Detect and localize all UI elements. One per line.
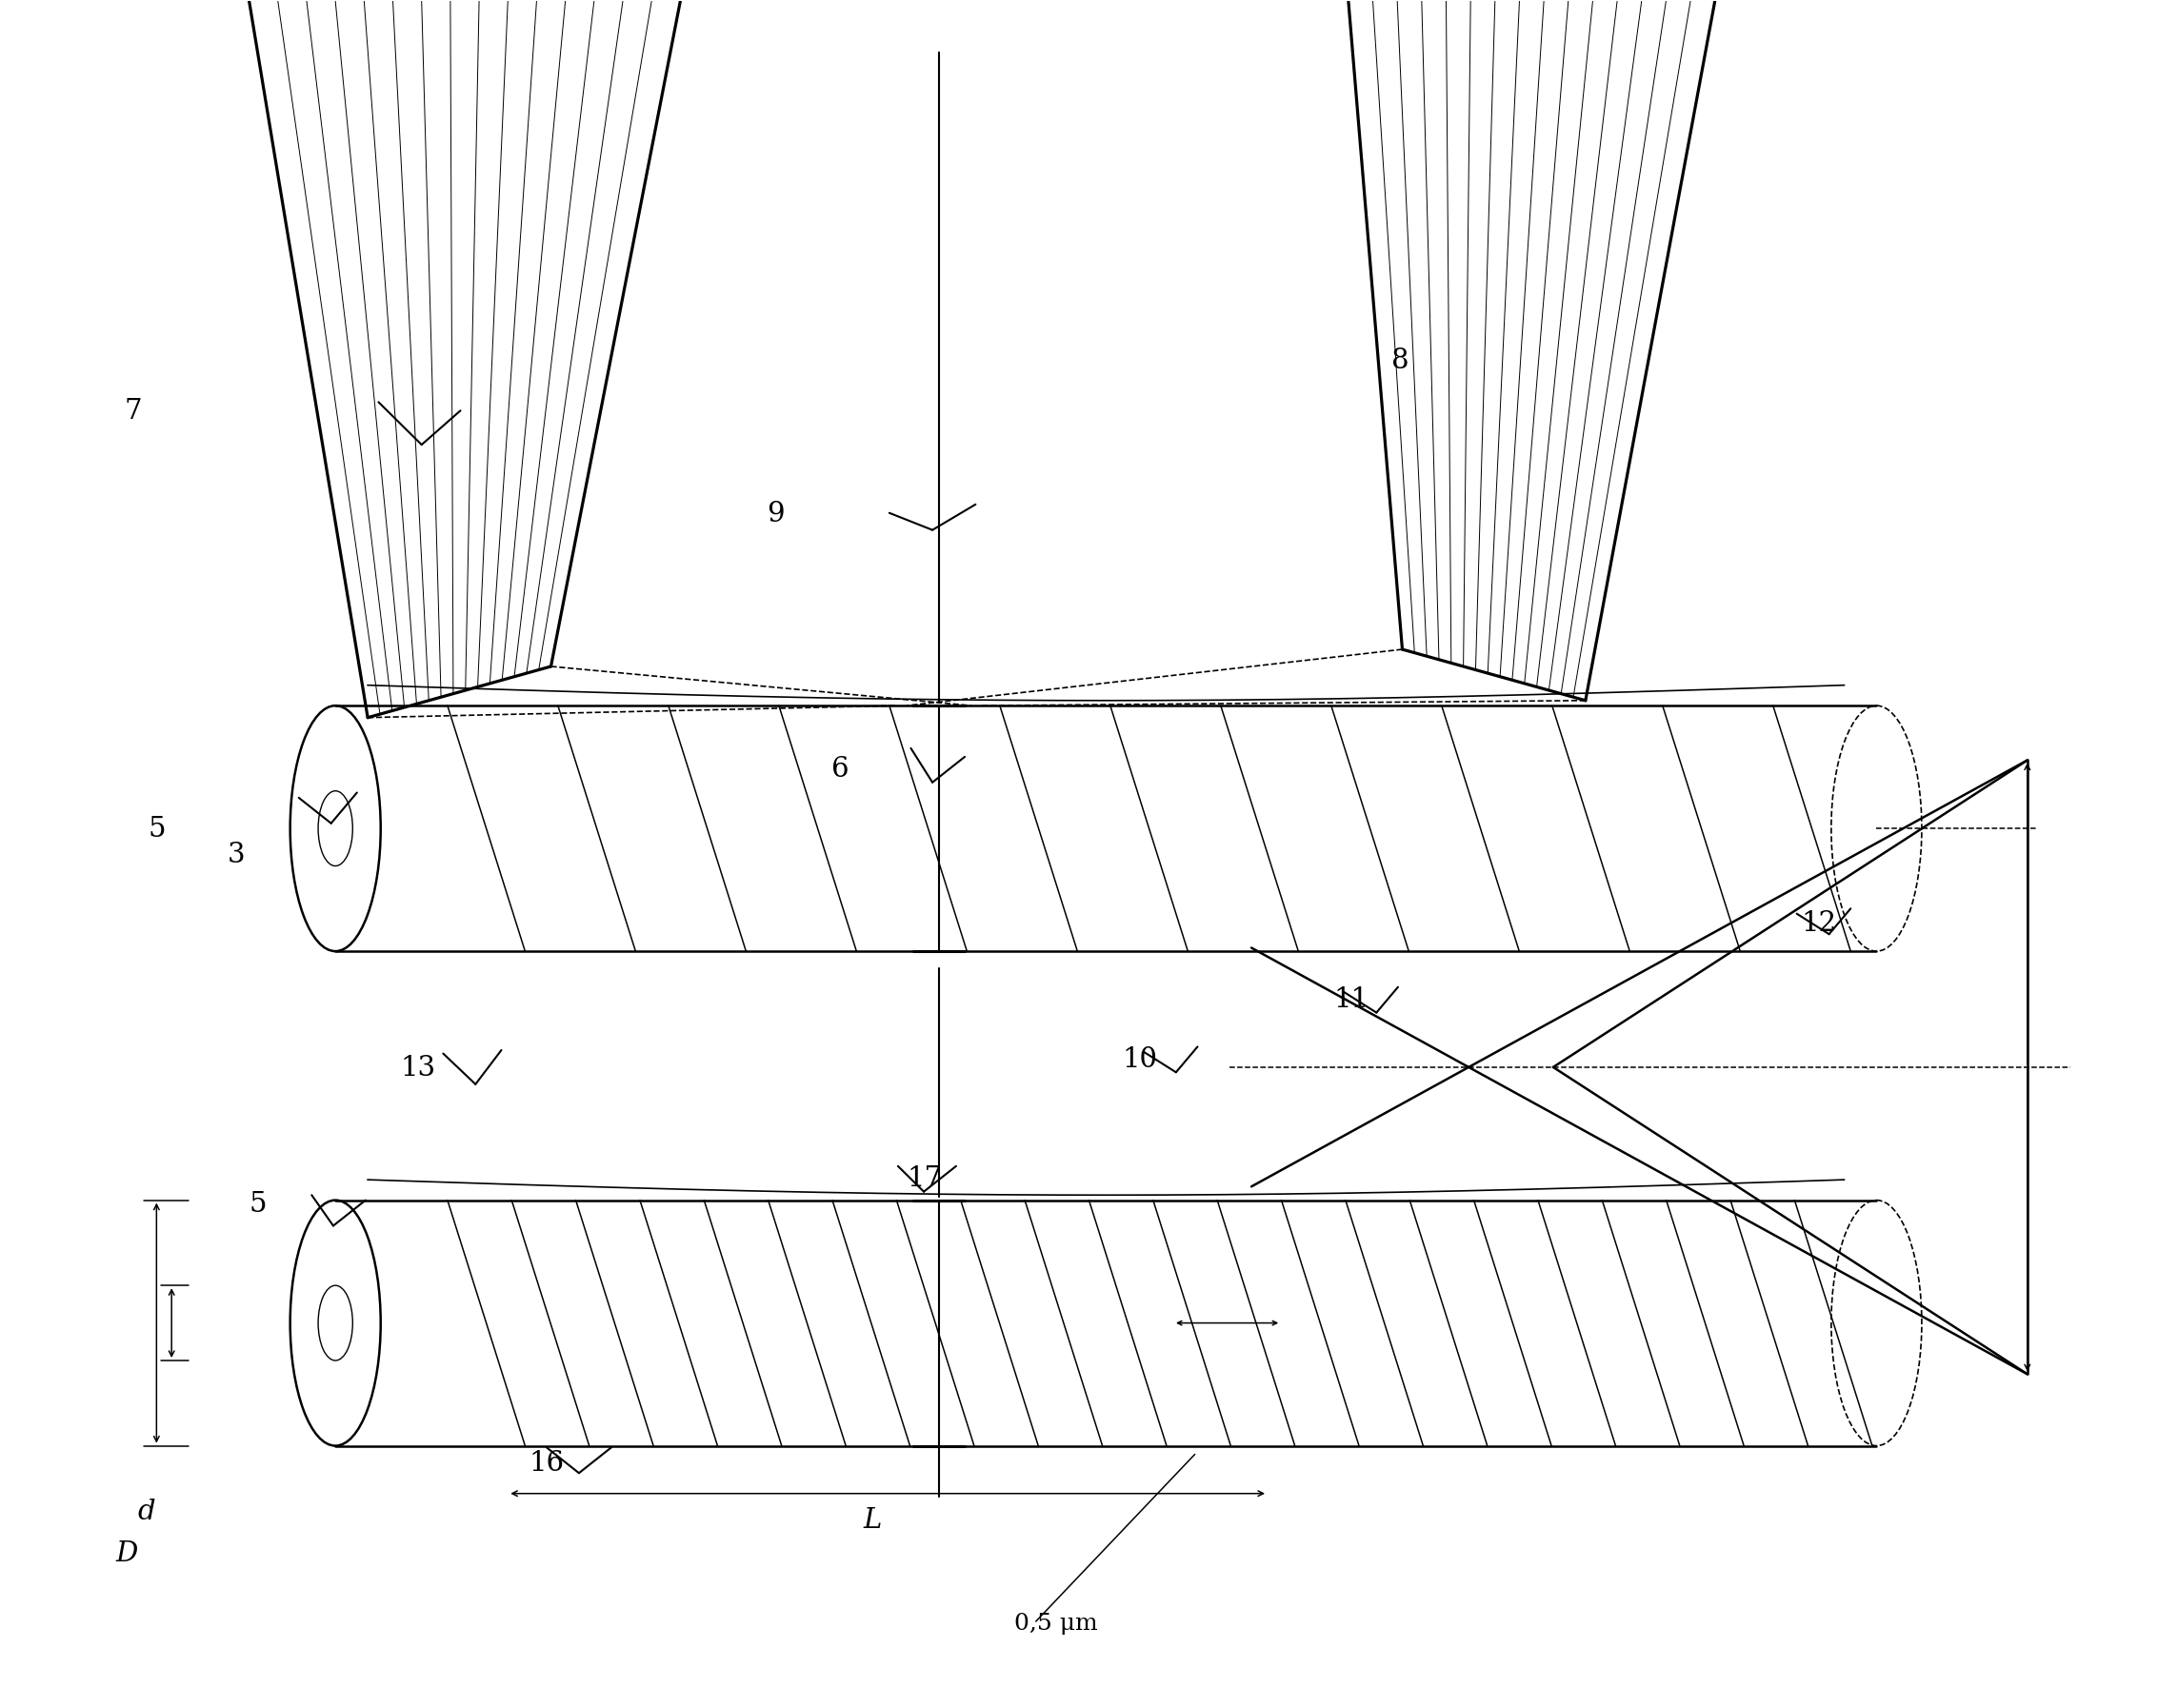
Text: 3: 3 xyxy=(227,842,246,868)
Text: 13: 13 xyxy=(399,1056,436,1081)
Text: 17: 17 xyxy=(906,1165,941,1192)
Text: 8: 8 xyxy=(1392,347,1409,374)
Text: 11: 11 xyxy=(1334,987,1368,1013)
Text: 0,5 μm: 0,5 μm xyxy=(1014,1612,1098,1635)
Text: 10: 10 xyxy=(1122,1047,1157,1073)
Text: d: d xyxy=(138,1498,155,1525)
Text: 6: 6 xyxy=(831,757,848,782)
Text: 12: 12 xyxy=(1802,910,1836,936)
Text: 9: 9 xyxy=(766,500,783,528)
Text: D: D xyxy=(117,1541,138,1568)
Text: 5: 5 xyxy=(248,1190,268,1218)
Text: 16: 16 xyxy=(529,1450,565,1477)
Text: 5: 5 xyxy=(149,816,166,842)
Text: 7: 7 xyxy=(125,398,142,425)
Text: L: L xyxy=(863,1506,883,1534)
